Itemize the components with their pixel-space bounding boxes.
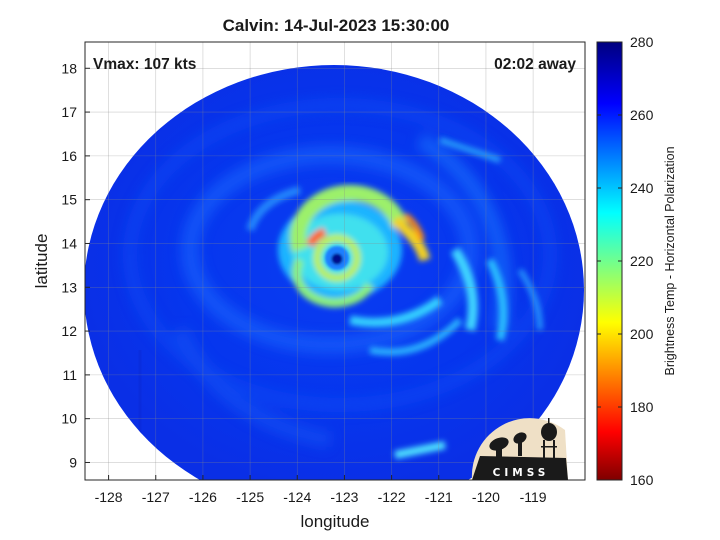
x-axis-label: longitude	[300, 512, 369, 531]
vmax-annotation: Vmax: 107 kts	[93, 56, 196, 73]
y-tick-label: 13	[61, 279, 77, 295]
colorbar-tick-label: 180	[630, 399, 654, 415]
y-tick-label: 18	[61, 60, 77, 76]
y-tick-label: 10	[61, 411, 77, 427]
x-tick-label: -128	[95, 489, 123, 505]
y-axis-label: latitude	[32, 234, 51, 289]
colorbar: 280 260 240 220 200 180 160 Brightness Temp - …	[596, 34, 677, 488]
cimss-logo: CIMSS	[471, 418, 568, 480]
x-tick-label: -122	[378, 489, 406, 505]
logo-text: CIMSS	[493, 467, 550, 479]
x-tick-label: -124	[283, 489, 311, 505]
y-tick-label: 15	[61, 192, 77, 208]
colorbar-tick-label: 260	[630, 107, 654, 123]
brightness-temperature-imagery	[85, 65, 584, 480]
radar-dish-icon	[489, 432, 527, 458]
axes-frame	[84, 41, 586, 481]
colorbar-tick-label: 280	[630, 34, 654, 50]
x-tick-label: -126	[189, 489, 217, 505]
x-tick-label: -127	[142, 489, 170, 505]
colorbar-tick-label: 240	[630, 180, 654, 196]
colorbar-ticks: 280 260 240 220 200 180 160	[597, 34, 654, 488]
x-axis-ticks: -128 -127 -126 -125 -124 -123 -122 -121 -120 -119	[95, 475, 547, 505]
plot-area: -128 -127 -126 -125 -124 -123 -122 -121 -120 -119…	[61, 41, 586, 505]
colorbar-label: Brightness Temp - Horizontal Polarizatio…	[663, 146, 677, 375]
y-axis-ticks: 18 17 16 15 14 13 12 11 10 9	[61, 60, 90, 470]
figure-title: Calvin: 14-Jul-2023 15:30:00	[223, 16, 450, 35]
colorbar-gradient	[596, 41, 623, 481]
x-tick-label: -121	[425, 489, 453, 505]
colorbar-tick-label: 160	[630, 472, 654, 488]
y-tick-label: 14	[61, 235, 77, 251]
y-tick-label: 17	[61, 104, 77, 120]
map-grid	[85, 42, 585, 480]
x-tick-label: -119	[520, 489, 547, 505]
y-tick-label: 11	[62, 367, 77, 383]
x-tick-label: -125	[236, 489, 264, 505]
time-away-annotation: 02:02 away	[494, 56, 576, 73]
y-tick-label: 16	[61, 148, 77, 164]
water-tower-icon	[541, 418, 557, 458]
colorbar-tick-label: 220	[630, 253, 654, 269]
y-tick-label: 9	[69, 454, 77, 470]
x-tick-label: -120	[472, 489, 500, 505]
y-tick-label: 12	[61, 323, 77, 339]
x-tick-label: -123	[330, 489, 358, 505]
colorbar-tick-label: 200	[630, 326, 654, 342]
